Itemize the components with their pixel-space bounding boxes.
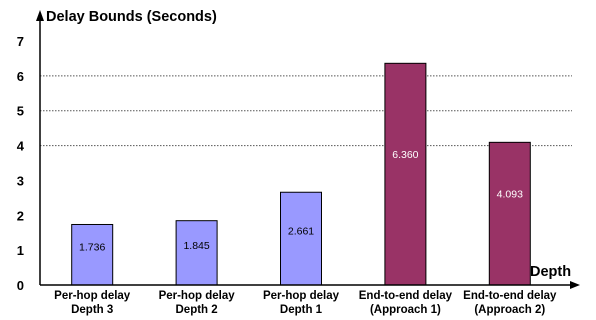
x-category-label: Per-hop delay bbox=[159, 290, 236, 302]
x-category-label: Depth 2 bbox=[176, 304, 218, 316]
x-category-label: Per-hop delay bbox=[263, 290, 340, 302]
x-category-label: (Approach 1) bbox=[370, 304, 441, 316]
bar-value-label: 1.736 bbox=[79, 242, 105, 254]
bar bbox=[384, 62, 427, 286]
x-category-label: End-to-end delay bbox=[463, 290, 557, 302]
y-tick-label: 4 bbox=[17, 139, 25, 154]
bar bbox=[71, 223, 114, 286]
y-axis-title: Delay Bounds (Seconds) bbox=[46, 9, 217, 25]
bar-value-label: 1.845 bbox=[183, 240, 209, 252]
x-axis-title: Depth bbox=[530, 264, 571, 280]
x-category-label: End-to-end delay bbox=[359, 290, 453, 302]
x-axis-arrow-icon bbox=[570, 281, 580, 289]
y-tick-labels: 0 1 2 3 4 5 6 7 bbox=[17, 34, 25, 293]
x-category-label: Per-hop delay bbox=[54, 290, 131, 302]
y-tick-label: 2 bbox=[17, 208, 24, 223]
bar-value-labels: 1.736 1.845 2.661 6.360 4.093 bbox=[79, 149, 523, 254]
x-category-labels: Per-hop delay Depth 3 Per-hop delay Depth 2… bbox=[54, 290, 557, 316]
bar bbox=[280, 191, 322, 286]
x-category-label: Depth 1 bbox=[280, 304, 323, 316]
y-tick-label: 0 bbox=[17, 278, 24, 293]
axes bbox=[36, 10, 580, 289]
y-axis-arrow-icon bbox=[36, 10, 44, 21]
y-tick-label: 3 bbox=[17, 173, 24, 188]
bar-value-label: 4.093 bbox=[497, 189, 523, 201]
y-tick-label: 5 bbox=[17, 104, 24, 119]
x-category-label: (Approach 2) bbox=[474, 304, 545, 316]
bar-value-label: 2.661 bbox=[288, 226, 314, 238]
y-tick-label: 7 bbox=[17, 34, 24, 49]
bar-value-label: 6.360 bbox=[392, 149, 418, 161]
bar bbox=[488, 141, 531, 286]
bar bbox=[175, 220, 218, 286]
y-tick-label: 6 bbox=[17, 69, 24, 84]
gridlines bbox=[40, 75, 572, 147]
y-tick-label: 1 bbox=[17, 243, 24, 258]
bars bbox=[71, 62, 531, 286]
x-category-label: Depth 3 bbox=[71, 304, 113, 316]
